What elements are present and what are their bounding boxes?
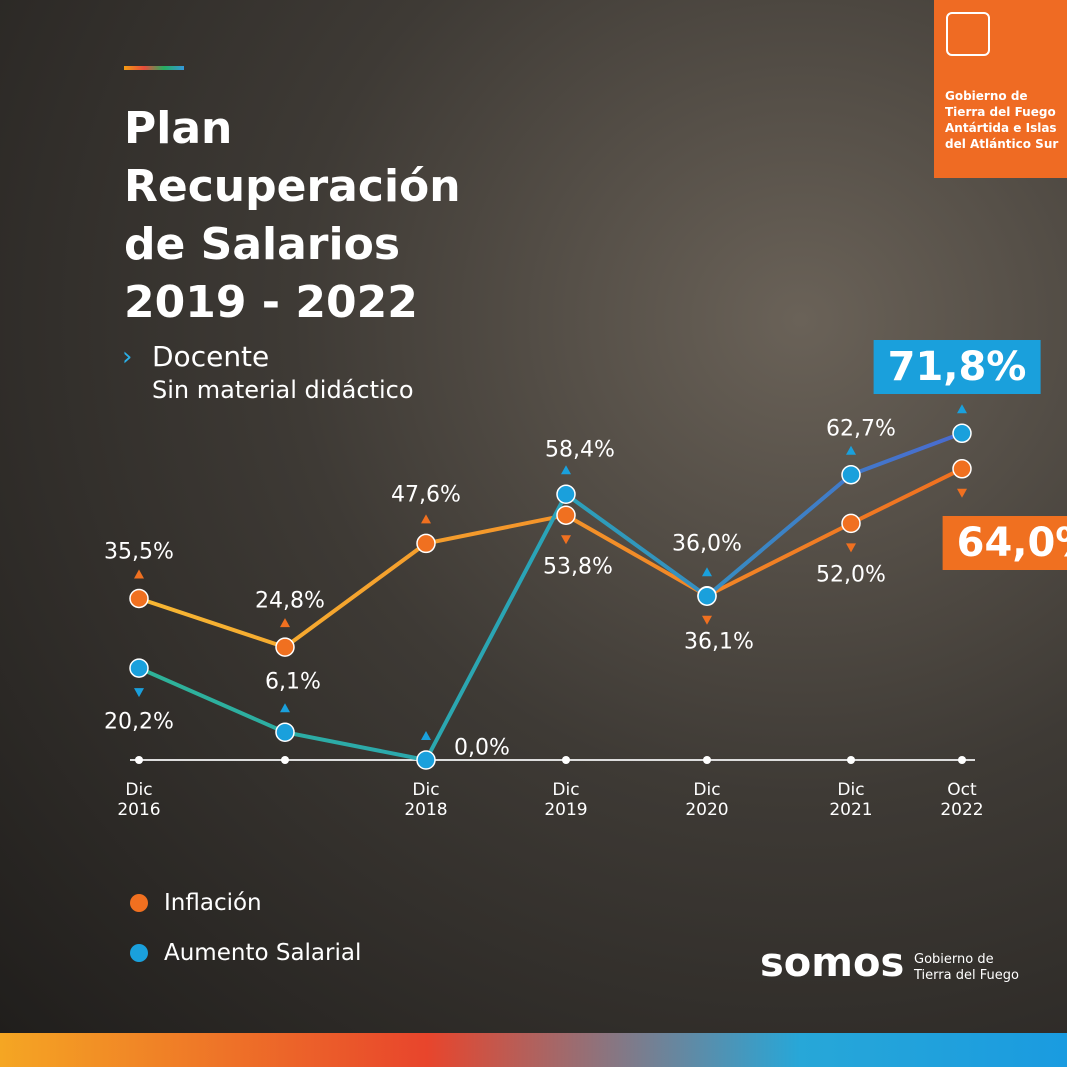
- brand-line: Gobierno de: [914, 952, 994, 967]
- logo-box: Gobierno de Tierra del Fuego Antártida e I…: [934, 0, 1067, 178]
- point: [275, 722, 295, 742]
- arrow: [957, 404, 967, 414]
- x-tick: [703, 756, 711, 764]
- legend: Inflación Aumento Salarial: [130, 878, 361, 978]
- x-tick-label: Dic 2019: [544, 780, 588, 820]
- arrow: [846, 445, 856, 455]
- x-tick: [135, 756, 143, 764]
- brand-line: Tierra del Fuego: [914, 968, 1019, 983]
- brand-text: Gobierno de Tierra del Fuego: [914, 952, 1019, 984]
- value-label: 24,8%: [255, 588, 325, 614]
- x-tick: [847, 756, 855, 764]
- point: [556, 484, 576, 505]
- value-label: 20,2%: [104, 709, 174, 735]
- logo-line: Tierra del Fuego: [945, 105, 1056, 119]
- x-tick: [562, 756, 570, 764]
- x-tick-label: Oct 2022: [940, 780, 984, 820]
- arrow: [421, 514, 431, 524]
- legend-item: Inflación: [130, 878, 361, 928]
- value-label: 52,0%: [816, 562, 886, 588]
- value-label: 58,4%: [545, 437, 615, 463]
- point: [275, 637, 295, 657]
- arrow: [561, 465, 571, 475]
- logo-emblem: [946, 12, 990, 56]
- value-label: 71,8%: [873, 340, 1041, 395]
- arrow: [280, 703, 290, 713]
- logo-line: Gobierno de: [945, 89, 1028, 103]
- arrow: [280, 618, 290, 628]
- value-label: 0,0%: [454, 735, 510, 761]
- point: [416, 750, 436, 770]
- point: [697, 586, 717, 606]
- point: [416, 533, 436, 554]
- point: [841, 464, 861, 485]
- arrow: [421, 731, 431, 740]
- legend-label: Inflación: [164, 890, 262, 916]
- point: [952, 423, 972, 444]
- legend-item: Aumento Salarial: [130, 928, 361, 978]
- accent-bar: [124, 66, 184, 70]
- value-label: 36,1%: [684, 629, 754, 655]
- arrow: [561, 535, 571, 545]
- x-tick: [958, 756, 966, 764]
- value-label: 47,6%: [391, 482, 461, 508]
- x-tick: [281, 756, 289, 764]
- arrow: [846, 543, 856, 553]
- arrow: [134, 688, 144, 698]
- value-label: 53,8%: [543, 554, 613, 580]
- x-tick-label: Dic 2016: [117, 780, 161, 820]
- legend-label: Aumento Salarial: [164, 940, 362, 966]
- x-tick-label: Dic 2020: [685, 780, 729, 820]
- point: [129, 658, 149, 678]
- value-label: 62,7%: [826, 416, 896, 442]
- logo-line: Antártida e Islas: [945, 121, 1057, 135]
- subtitle2: Sin material didáctico: [152, 376, 414, 404]
- arrow: [134, 569, 144, 579]
- subtitle: Docente: [152, 340, 270, 373]
- point: [952, 459, 972, 479]
- point: [841, 513, 861, 534]
- x-tick-label: Dic 2021: [829, 780, 873, 820]
- arrow: [702, 567, 712, 577]
- title: Plan Recuperación de Salarios 2019 - 202…: [124, 103, 461, 328]
- value-label: 6,1%: [265, 669, 321, 695]
- value-label: 64,0%: [942, 515, 1067, 570]
- value-label: 35,5%: [104, 539, 174, 565]
- arrow: [702, 615, 712, 625]
- logo-line: del Atlántico Sur: [945, 137, 1059, 151]
- point: [556, 505, 576, 525]
- value-label: 36,0%: [672, 531, 742, 557]
- brand: somos: [760, 940, 905, 986]
- arrow: [957, 488, 967, 498]
- legend-swatch: [130, 894, 148, 912]
- logo-text: Gobierno de Tierra del Fuego Antártida e I…: [945, 88, 1058, 152]
- point: [129, 588, 149, 609]
- chevron: ›: [122, 342, 133, 372]
- bottom-stripe: [0, 1033, 1067, 1067]
- legend-swatch: [130, 944, 148, 962]
- x-tick-label: Dic 2018: [404, 780, 448, 820]
